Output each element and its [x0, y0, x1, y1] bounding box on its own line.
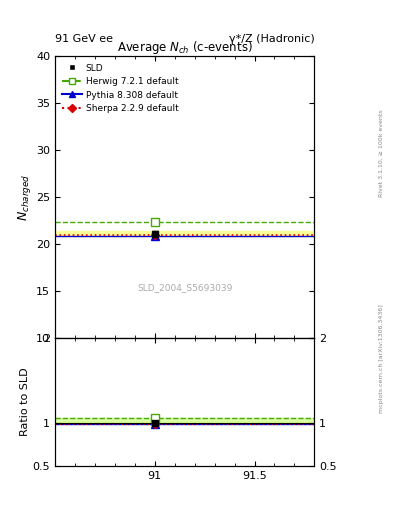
Text: γ*/Z (Hadronic): γ*/Z (Hadronic) [229, 33, 314, 44]
Y-axis label: $N_{charged}$: $N_{charged}$ [16, 174, 33, 221]
Text: Rivet 3.1.10, ≥ 100k events: Rivet 3.1.10, ≥ 100k events [379, 110, 384, 198]
Bar [55, 231, 314, 236]
Legend: SLD, Herwig 7.2.1 default, Pythia 8.308 default, Sherpa 2.2.9 default: SLD, Herwig 7.2.1 default, Pythia 8.308 … [59, 61, 181, 116]
Text: mcplots.cern.ch [arXiv:1306.3436]: mcplots.cern.ch [arXiv:1306.3436] [379, 304, 384, 413]
Title: Average $N_{ch}$ (c-events): Average $N_{ch}$ (c-events) [117, 39, 253, 56]
Text: 91 GeV ee: 91 GeV ee [55, 33, 113, 44]
Bar [55, 422, 314, 424]
Bar [55, 418, 314, 423]
Y-axis label: Ratio to SLD: Ratio to SLD [20, 368, 30, 436]
Text: SLD_2004_S5693039: SLD_2004_S5693039 [137, 283, 232, 292]
